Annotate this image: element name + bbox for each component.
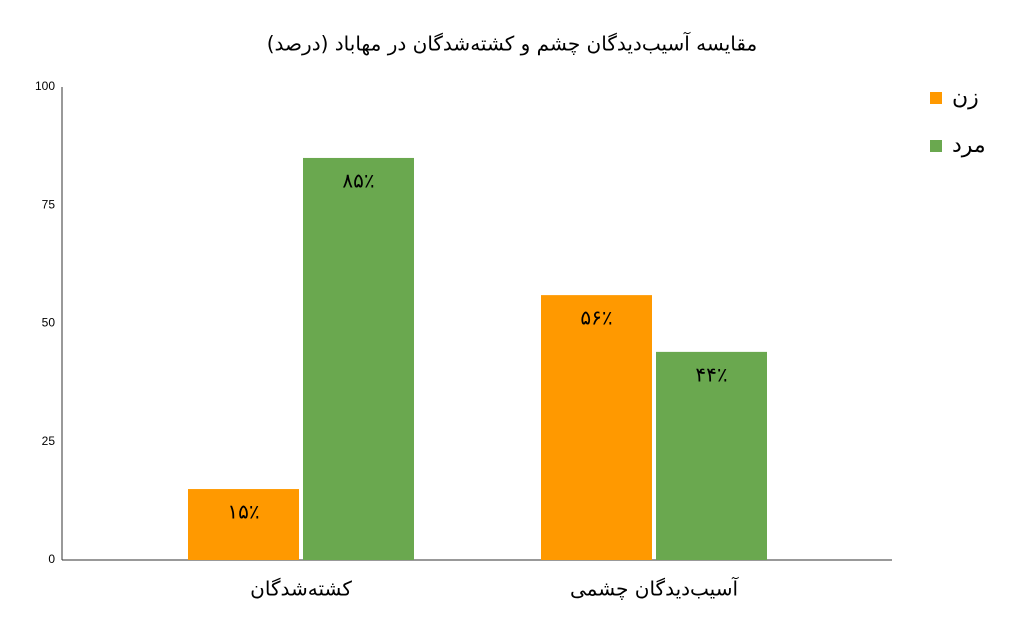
legend-swatch (930, 92, 942, 104)
bar (541, 295, 652, 560)
value-label: ۵۶٪ (580, 306, 612, 330)
x-tick-label: آسیب‌دیدگان چشمی (570, 576, 740, 601)
y-tick-label: 25 (42, 434, 56, 448)
y-tick-label: 75 (42, 197, 56, 211)
bar (188, 489, 299, 560)
bar (303, 157, 414, 560)
y-tick-label: 50 (42, 316, 56, 330)
bar (656, 351, 767, 560)
value-label: ۴۴٪ (695, 362, 727, 386)
y-tick-label: 100 (35, 79, 55, 93)
y-tick-label: 0 (48, 552, 55, 566)
legend-label: مرد (952, 133, 986, 158)
legend-swatch (930, 140, 942, 152)
chart-title: مقایسه آسیب‌دیدگان چشم و کشته‌شدگان در م… (267, 31, 757, 56)
x-tick-label: کشته‌شدگان (250, 577, 352, 601)
value-label: ۸۵٪ (342, 168, 374, 192)
value-label: ۱۵٪ (227, 500, 259, 524)
legend-label: زن (952, 85, 979, 110)
